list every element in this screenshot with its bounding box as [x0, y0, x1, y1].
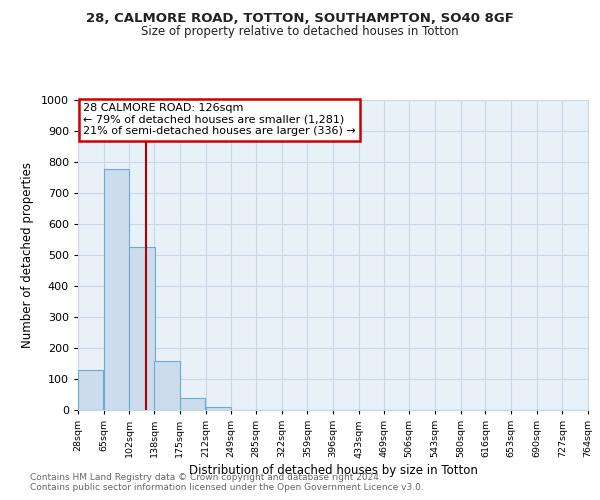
Bar: [154, 361, 179, 410]
Y-axis label: Number of detached properties: Number of detached properties: [21, 162, 34, 348]
Bar: [206, 407, 231, 410]
X-axis label: Distribution of detached houses by size in Totton: Distribution of detached houses by size …: [188, 464, 478, 477]
Text: 28 CALMORE ROAD: 126sqm
← 79% of detached houses are smaller (1,281)
21% of semi: 28 CALMORE ROAD: 126sqm ← 79% of detache…: [83, 103, 356, 136]
Bar: [104, 169, 129, 410]
Bar: [130, 247, 155, 410]
Text: Size of property relative to detached houses in Totton: Size of property relative to detached ho…: [141, 25, 459, 38]
Text: 28, CALMORE ROAD, TOTTON, SOUTHAMPTON, SO40 8GF: 28, CALMORE ROAD, TOTTON, SOUTHAMPTON, S…: [86, 12, 514, 26]
Text: Contains HM Land Registry data © Crown copyright and database right 2024.: Contains HM Land Registry data © Crown c…: [30, 474, 382, 482]
Bar: [78, 370, 103, 410]
Text: Contains public sector information licensed under the Open Government Licence v3: Contains public sector information licen…: [30, 484, 424, 492]
Bar: [180, 398, 205, 410]
